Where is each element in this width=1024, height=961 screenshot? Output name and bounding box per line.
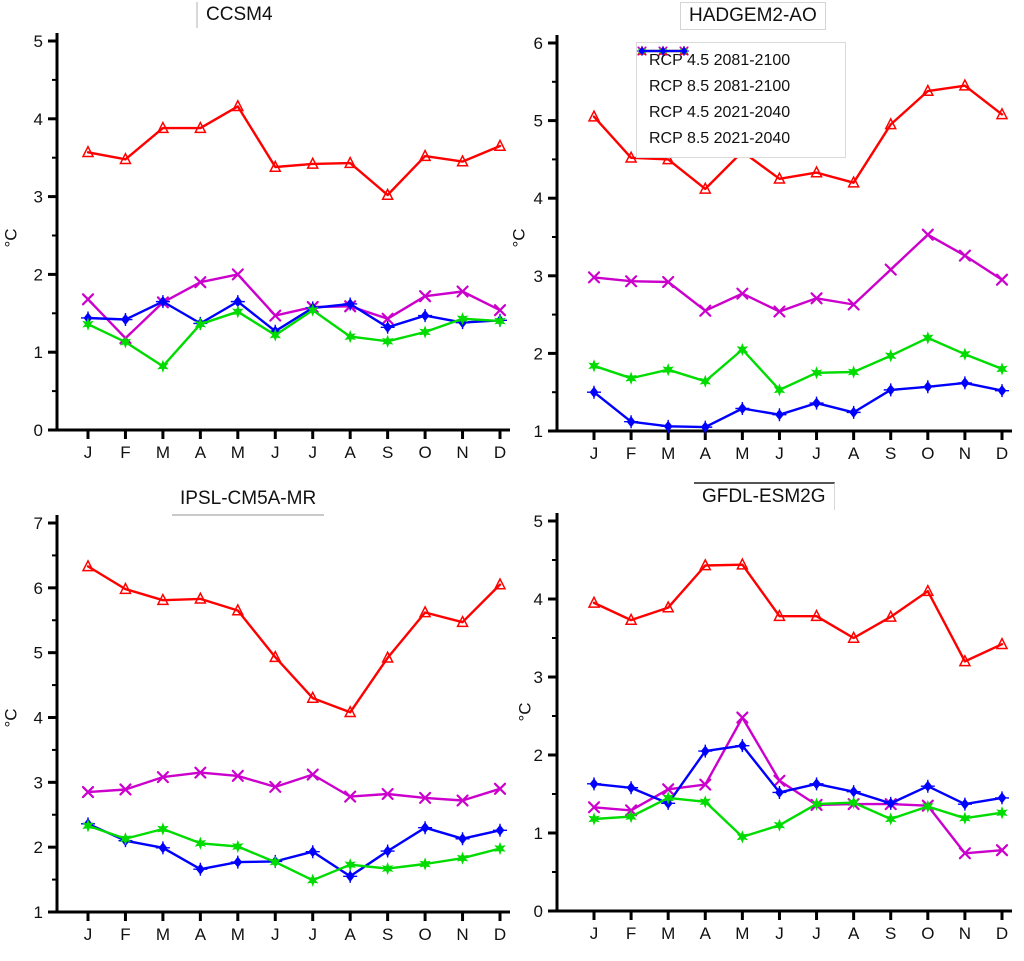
svg-text:2: 2 bbox=[534, 746, 543, 765]
svg-text:3: 3 bbox=[34, 773, 43, 792]
svg-text:J: J bbox=[308, 443, 317, 462]
svg-text:2: 2 bbox=[34, 838, 43, 857]
svg-text:6: 6 bbox=[534, 34, 543, 53]
svg-text:3: 3 bbox=[534, 668, 543, 687]
svg-text:O: O bbox=[921, 924, 934, 943]
chart-panel-ipsl-cm5a-mr: 1 2 3 4 5 6 7 J F M A M J J A S O N D IPSL-CM5A-MR °C bbox=[0, 480, 512, 961]
svg-text:J: J bbox=[84, 925, 93, 944]
svg-text:S: S bbox=[382, 925, 393, 944]
legend-item: RCP 8.5 2021-2040 bbox=[637, 46, 837, 151]
chart-panel-gfdl-esm2g: 0 1 2 3 4 5 J F M A M J J A S O N D GFDL-ESM2G °C bbox=[512, 480, 1024, 961]
svg-text:J: J bbox=[775, 444, 784, 463]
svg-text:M: M bbox=[156, 925, 170, 944]
hadgem2-ao-title: HADGEM2-AO bbox=[680, 2, 826, 30]
svg-text:3: 3 bbox=[34, 188, 43, 207]
svg-text:A: A bbox=[700, 444, 712, 463]
svg-text:1: 1 bbox=[34, 343, 43, 362]
svg-text:2: 2 bbox=[534, 344, 543, 363]
svg-text:F: F bbox=[626, 444, 636, 463]
svg-text:A: A bbox=[195, 443, 207, 462]
svg-text:7: 7 bbox=[34, 514, 43, 533]
svg-text:4: 4 bbox=[34, 709, 43, 728]
ipsl-cm5a-mr-title: IPSL-CM5A-MR bbox=[172, 486, 325, 516]
svg-text:A: A bbox=[195, 925, 207, 944]
svg-text:J: J bbox=[271, 925, 280, 944]
svg-text:5: 5 bbox=[534, 112, 543, 131]
svg-text:1: 1 bbox=[34, 903, 43, 922]
svg-text:D: D bbox=[494, 925, 506, 944]
hadgem2-ao-y-axis-label: °C bbox=[509, 228, 529, 248]
svg-text:5: 5 bbox=[534, 512, 543, 531]
svg-text:O: O bbox=[418, 925, 431, 944]
legend-label: RCP 8.5 2081-2100 bbox=[649, 78, 791, 95]
svg-text:S: S bbox=[382, 443, 393, 462]
svg-text:S: S bbox=[885, 924, 896, 943]
svg-text:D: D bbox=[996, 924, 1008, 943]
svg-text:D: D bbox=[494, 443, 506, 462]
svg-text:N: N bbox=[959, 444, 971, 463]
svg-text:M: M bbox=[156, 443, 170, 462]
legend-item: RCP 8.5 2081-2100 bbox=[637, 45, 837, 99]
svg-text:J: J bbox=[84, 443, 93, 462]
svg-text:3: 3 bbox=[534, 267, 543, 286]
legend-label: RCP 4.5 2081-2100 bbox=[649, 52, 791, 69]
svg-text:2: 2 bbox=[34, 265, 43, 284]
ipsl-cm5a-mr-y-axis-label: °C bbox=[1, 708, 21, 728]
svg-text:J: J bbox=[308, 925, 317, 944]
ccsm4-chart-canvas: 0 1 2 3 4 5 J F M A M J J A S O N D bbox=[34, 32, 510, 462]
svg-text:J: J bbox=[271, 443, 280, 462]
svg-text:J: J bbox=[590, 444, 599, 463]
svg-text:N: N bbox=[959, 924, 971, 943]
svg-text:N: N bbox=[456, 925, 468, 944]
hadgem2-ao-chart-canvas: 1 2 3 4 5 6 J F M A M J J A S O N D bbox=[534, 34, 1012, 463]
svg-text:J: J bbox=[590, 924, 599, 943]
chart-panel-ccsm4: 0 1 2 3 4 5 J F M A M J J A S O N D CCSM4 °C bbox=[0, 0, 512, 481]
legend-label: RCP 4.5 2021-2040 bbox=[649, 104, 791, 121]
svg-text:0: 0 bbox=[534, 902, 543, 921]
legend-label: RCP 8.5 2021-2040 bbox=[649, 130, 791, 147]
legend: RCP 4.5 2081-2100 RCP 8.5 2081-2100 RCP 4.… bbox=[636, 42, 846, 158]
svg-text:O: O bbox=[921, 444, 934, 463]
svg-text:J: J bbox=[812, 924, 821, 943]
svg-text:M: M bbox=[735, 444, 749, 463]
svg-text:M: M bbox=[661, 444, 675, 463]
svg-text:5: 5 bbox=[34, 644, 43, 663]
chart-panel-hadgem2-ao: 1 2 3 4 5 6 J F M A M J J A S O N D HADGEM2-AO °C RCP 4.5… bbox=[509, 0, 1024, 481]
svg-text:S: S bbox=[885, 444, 896, 463]
svg-text:0: 0 bbox=[34, 421, 43, 440]
ccsm4-y-axis-label: °C bbox=[1, 228, 21, 248]
svg-text:D: D bbox=[996, 444, 1008, 463]
gfdl-esm2g-title: GFDL-ESM2G bbox=[694, 482, 835, 510]
legend-item: RCP 4.5 2021-2040 bbox=[637, 46, 837, 125]
svg-text:J: J bbox=[812, 444, 821, 463]
svg-text:A: A bbox=[848, 444, 860, 463]
svg-text:N: N bbox=[456, 443, 468, 462]
svg-text:A: A bbox=[700, 924, 712, 943]
ipsl-cm5a-mr-chart-canvas: 1 2 3 4 5 6 7 J F M A M J J A S O N D bbox=[34, 514, 510, 944]
svg-text:M: M bbox=[735, 924, 749, 943]
svg-text:O: O bbox=[418, 443, 431, 462]
svg-text:J: J bbox=[775, 924, 784, 943]
ccsm4-title: CCSM4 bbox=[196, 2, 281, 28]
svg-text:1: 1 bbox=[534, 422, 543, 441]
svg-text:M: M bbox=[231, 925, 245, 944]
svg-text:5: 5 bbox=[34, 32, 43, 51]
svg-text:6: 6 bbox=[34, 579, 43, 598]
svg-text:M: M bbox=[661, 924, 675, 943]
svg-text:4: 4 bbox=[534, 189, 543, 208]
legend-line-sample-icon bbox=[637, 46, 689, 56]
svg-text:1: 1 bbox=[534, 824, 543, 843]
svg-text:4: 4 bbox=[34, 110, 43, 129]
svg-text:F: F bbox=[626, 924, 636, 943]
svg-text:A: A bbox=[345, 443, 357, 462]
svg-text:A: A bbox=[345, 925, 357, 944]
svg-text:A: A bbox=[848, 924, 860, 943]
svg-text:4: 4 bbox=[534, 590, 543, 609]
svg-text:M: M bbox=[231, 443, 245, 462]
svg-text:F: F bbox=[120, 443, 130, 462]
svg-text:F: F bbox=[120, 925, 130, 944]
gfdl-esm2g-chart-canvas: 0 1 2 3 4 5 J F M A M J J A S O N D bbox=[534, 512, 1012, 943]
gfdl-esm2g-y-axis-label: °C bbox=[515, 702, 535, 722]
